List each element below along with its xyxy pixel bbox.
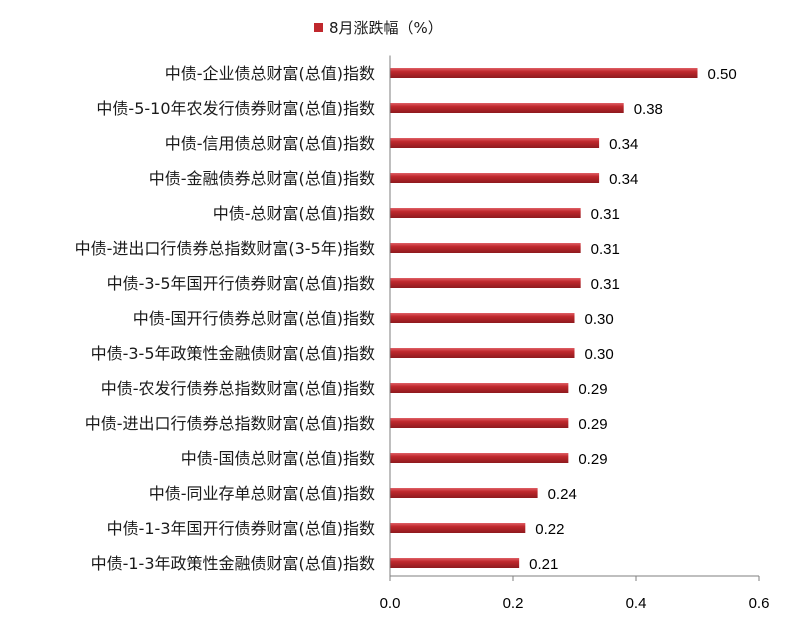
category-label: 中债-企业债总财富(总值)指数 [165,64,375,83]
value-label: 0.31 [591,276,620,293]
bars [390,68,698,568]
value-label: 0.29 [578,416,607,433]
x-axis: 0.0 0.2 0.4 0.6 [380,55,770,612]
legend-swatch [314,23,323,32]
category-label: 中债-1-3年国开行债券财富(总值)指数 [107,519,375,538]
bar [390,313,575,323]
bar [390,208,581,218]
x-tick-label: 0.2 [503,595,524,612]
category-label: 中债-3-5年国开行债券财富(总值)指数 [107,274,375,293]
bar [390,138,600,148]
bar [390,68,698,78]
bar [390,103,624,113]
category-label: 中债-信用债总财富(总值)指数 [165,134,375,153]
value-label: 0.24 [548,486,577,503]
value-label: 0.50 [708,66,737,83]
value-label: 0.31 [591,241,620,258]
value-label: 0.30 [585,311,614,328]
category-label: 中债-进出口行债券总指数财富(总值)指数 [85,414,375,433]
bar [390,243,581,253]
value-label: 0.29 [578,451,607,468]
legend: 8月涨跌幅（%） [314,19,443,37]
bar [390,173,600,183]
category-label: 中债-国债总财富(总值)指数 [181,449,375,468]
category-labels: 中债-企业债总财富(总值)指数中债-5-10年农发行债券财富(总值)指数中债-信… [75,64,375,573]
value-label: 0.21 [529,556,558,573]
value-label: 0.22 [535,521,564,538]
value-label: 0.31 [591,206,620,223]
legend-label: 8月涨跌幅（%） [329,19,443,37]
bar [390,453,569,463]
category-label: 中债-进出口行债券总指数财富(3-5年)指数 [75,239,375,258]
bar [390,558,520,568]
category-label: 中债-1-3年政策性金融债财富(总值)指数 [91,554,375,573]
x-tick-label: 0.0 [380,595,401,612]
category-label: 中债-5-10年农发行债券财富(总值)指数 [96,99,375,118]
value-label: 0.34 [609,136,638,153]
value-label: 0.34 [609,171,638,188]
bar [390,523,526,533]
bar [390,383,569,393]
value-label: 0.30 [585,346,614,363]
bar [390,348,575,358]
bar [390,488,538,498]
value-labels: 0.50 0.38 0.34 0.34 0.31 0.31 0.31 0.30 0.30 0.29… [529,66,737,573]
category-label: 中债-3-5年政策性金融债财富(总值)指数 [91,344,375,363]
value-label: 0.29 [578,381,607,398]
category-label: 中债-金融债券总财富(总值)指数 [149,169,375,188]
x-tick-label: 0.6 [749,595,770,612]
value-label: 0.38 [634,101,663,118]
bar [390,418,569,428]
category-label: 中债-农发行债券总指数财富(总值)指数 [101,379,375,398]
category-label: 中债-同业存单总财富(总值)指数 [149,484,375,503]
category-label: 中债-总财富(总值)指数 [213,204,375,223]
category-label: 中债-国开行债券总财富(总值)指数 [133,309,375,328]
bar [390,278,581,288]
x-tick-label: 0.4 [626,595,647,612]
